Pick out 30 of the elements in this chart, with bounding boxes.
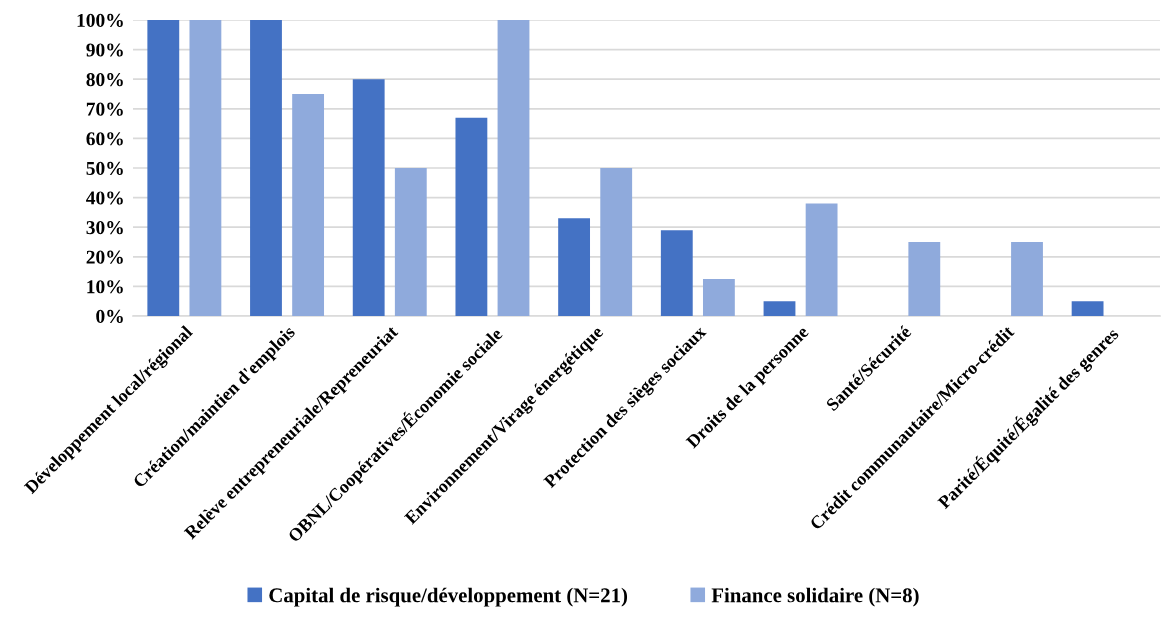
bar [250, 20, 282, 316]
y-tick-label: 80% [86, 73, 123, 87]
bar [763, 301, 796, 316]
y-tick-label: 60% [86, 132, 123, 146]
legend-label: Finance solidaire (N=8) [711, 587, 919, 607]
bar [805, 203, 838, 316]
bar [292, 94, 325, 316]
bar [497, 20, 530, 316]
y-tick-label: 40% [86, 191, 123, 205]
y-tick-label: 10% [87, 280, 123, 294]
y-tick-label: 20% [86, 250, 123, 264]
legend-label: Capital de risque/développement (N=21) [269, 587, 628, 607]
bar [908, 242, 941, 316]
bar [394, 168, 427, 316]
y-tick-label: 100% [77, 13, 123, 27]
y-tick-label: 0% [96, 309, 123, 323]
bar [147, 20, 180, 316]
bar [455, 117, 488, 316]
y-tick-label: 50% [86, 161, 123, 175]
bar [660, 230, 693, 316]
bar [558, 218, 591, 316]
bar [1011, 242, 1043, 316]
y-tick-label: 30% [86, 221, 123, 235]
bar [600, 168, 633, 316]
y-tick-label: 70% [86, 102, 123, 116]
bar [189, 20, 222, 316]
y-tick-label: 90% [86, 43, 123, 57]
bar [352, 79, 385, 316]
bar [702, 279, 735, 316]
bar [1071, 301, 1104, 316]
